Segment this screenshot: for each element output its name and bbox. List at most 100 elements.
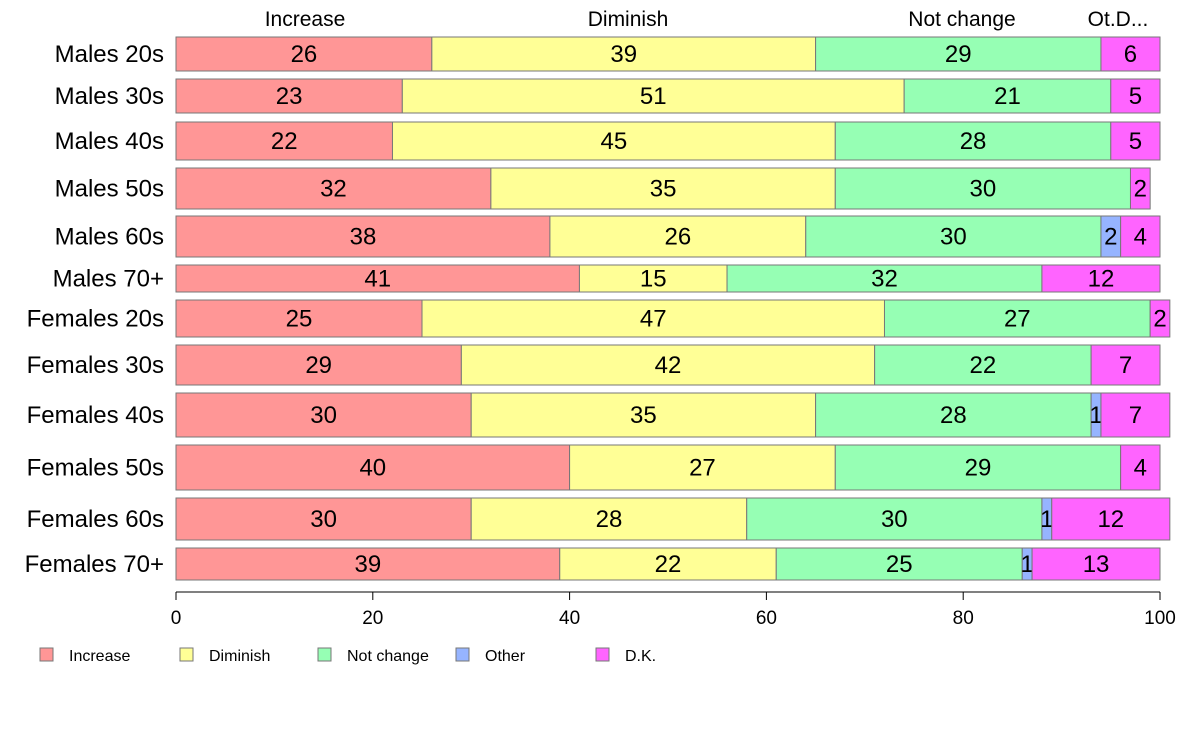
row-label: Males 70+ xyxy=(53,266,164,293)
bar-segment xyxy=(746,497,1043,541)
bar-segment xyxy=(815,36,1102,72)
bar-value-label: 22 xyxy=(970,352,997,379)
bar-value-label: 4 xyxy=(1134,455,1147,482)
bar-segment xyxy=(578,264,728,293)
bar-value-label: 12 xyxy=(1097,506,1124,533)
legend-swatch xyxy=(179,647,194,662)
bar-segment xyxy=(549,215,807,258)
bar-value-label: 25 xyxy=(886,551,913,578)
bar-value-label: 22 xyxy=(655,551,682,578)
bar-segment xyxy=(883,299,1151,338)
bar-segment xyxy=(470,497,748,541)
bar-value-label: 15 xyxy=(640,266,667,293)
bar-segment xyxy=(401,78,905,114)
x-tick-label: 60 xyxy=(756,608,777,629)
bar-value-label: 21 xyxy=(994,83,1021,110)
bar-segment xyxy=(1090,344,1161,386)
x-tick-label: 20 xyxy=(362,608,383,629)
bar-value-label: 28 xyxy=(960,128,987,155)
legend-label: Increase xyxy=(69,648,130,665)
row-label: Females 50s xyxy=(27,455,164,482)
bar-value-label: 42 xyxy=(655,352,682,379)
bar-value-label: 13 xyxy=(1083,551,1110,578)
row-label: Males 60s xyxy=(55,224,164,251)
legend-label: D.K. xyxy=(625,648,656,665)
bar-value-label: 39 xyxy=(610,41,637,68)
bar-value-label: 41 xyxy=(364,266,391,293)
top-category-label: Ot.D... xyxy=(1088,8,1149,31)
bar-value-label: 2 xyxy=(1104,224,1117,251)
bar-value-label: 26 xyxy=(291,41,318,68)
row-label: Males 20s xyxy=(55,41,164,68)
bar-segment xyxy=(1100,36,1161,72)
bar-segment xyxy=(1051,497,1171,541)
bar-value-label: 5 xyxy=(1129,83,1142,110)
bar-segment xyxy=(460,344,876,386)
row-label: Males 30s xyxy=(55,83,164,110)
x-tick-label: 80 xyxy=(953,608,974,629)
bar-segment xyxy=(470,392,817,438)
bar-value-label: 26 xyxy=(664,224,691,251)
bar-value-label: 40 xyxy=(359,455,386,482)
bar-segment xyxy=(431,36,817,72)
bar-segment xyxy=(569,444,836,491)
bar-value-label: 38 xyxy=(350,224,377,251)
legend-label: Not change xyxy=(347,648,429,665)
bar-value-label: 4 xyxy=(1134,224,1147,251)
bar-value-label: 30 xyxy=(310,506,337,533)
bar-segment xyxy=(1120,215,1161,258)
row-label: Females 40s xyxy=(27,402,164,429)
bar-segment xyxy=(1110,121,1161,161)
top-category-label: Increase xyxy=(265,8,346,31)
bar-segment xyxy=(175,344,462,386)
bar-value-label: 32 xyxy=(871,266,898,293)
row-label: Females 20s xyxy=(27,306,164,333)
legend-swatch xyxy=(455,647,470,662)
bar-segment xyxy=(834,444,1122,491)
bar-value-label: 32 xyxy=(320,176,347,203)
bar-value-label: 39 xyxy=(355,551,382,578)
bar-value-label: 7 xyxy=(1119,352,1132,379)
bar-value-label: 7 xyxy=(1129,402,1142,429)
bar-segment xyxy=(175,547,561,581)
bar-value-label: 27 xyxy=(1004,306,1031,333)
row-label: Females 60s xyxy=(27,506,164,533)
legend-label: Diminish xyxy=(209,648,270,665)
bar-value-label: 30 xyxy=(940,224,967,251)
bar-value-label: 1 xyxy=(1040,506,1053,533)
bar-value-label: 5 xyxy=(1129,128,1142,155)
row-labels-group: Males 20s Males 30s Males 40s Males 50s Male… xyxy=(25,41,164,578)
legend: Increase Diminish Not change Other D.K. xyxy=(39,647,656,665)
bar-segment xyxy=(1129,167,1151,210)
bar-value-label: 30 xyxy=(970,176,997,203)
bar-segment xyxy=(175,36,433,72)
top-category-label: Not change xyxy=(908,8,1015,31)
bar-value-label: 2 xyxy=(1134,176,1147,203)
x-tick-label: 0 xyxy=(171,608,182,629)
bar-value-label: 6 xyxy=(1124,41,1137,68)
row-label: Females 70+ xyxy=(25,551,164,578)
bar-segment xyxy=(175,215,551,258)
x-axis: 0 20 40 60 80 100 xyxy=(171,591,1176,629)
bar-value-label: 28 xyxy=(596,506,623,533)
row-label: Males 50s xyxy=(55,176,164,203)
bar-segment xyxy=(815,392,1092,438)
top-category-label: Diminish xyxy=(588,8,669,31)
bar-value-label: 35 xyxy=(650,176,677,203)
bar-segment xyxy=(1110,78,1161,114)
bar-segment xyxy=(903,78,1112,114)
bar-value-label: 28 xyxy=(940,402,967,429)
bar-value-label: 47 xyxy=(640,306,667,333)
bar-segment xyxy=(175,167,492,210)
bar-segment xyxy=(175,299,423,338)
bar-segment xyxy=(490,167,836,210)
bars-group: 26 39 29 623 51 21 522 45 28 532 35 30 238 26 30 2 441 15… xyxy=(175,36,1171,581)
bar-segment xyxy=(175,497,472,541)
bar-value-label: 22 xyxy=(271,128,298,155)
x-tick-label: 100 xyxy=(1144,608,1176,629)
bar-segment xyxy=(1149,299,1171,338)
top-category-labels: Increase Diminish Not change Ot.D... xyxy=(265,8,1149,31)
bar-value-label: 30 xyxy=(310,402,337,429)
bar-value-label: 25 xyxy=(286,306,313,333)
